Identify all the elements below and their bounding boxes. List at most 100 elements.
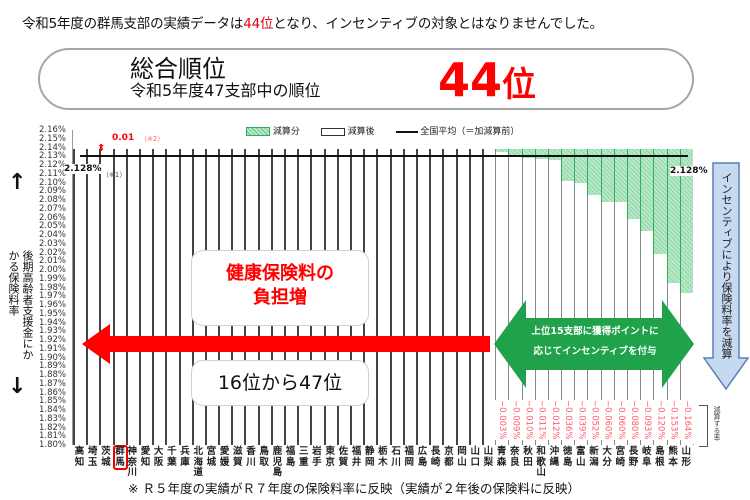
x-label: 大阪 [153,446,164,468]
burden-arrow-head-icon [82,324,110,364]
x-label: 京都 [444,446,454,468]
rate-bar [402,149,416,445]
x-label: 富山 [576,446,586,468]
x-label: 岩手 [312,446,322,468]
headline: 令和5年度の群馬支部の実績データは44位となり、インセンティブの対象とはなりませ… [22,12,603,32]
y-tick-label: 2.16% [38,125,66,135]
x-label: 静岡 [364,446,375,468]
y-tick-label: 1.80% [38,440,66,450]
rate-bar [415,149,430,445]
rate-bar [112,149,126,445]
x-label: 香川 [246,446,256,468]
up-arrow-icon: ↑ [8,170,27,195]
x-label: 高知 [74,446,85,468]
y-tick-label: 2.03% [38,238,66,249]
x-label: 山形 [681,446,692,468]
legend-reduction: 減算分 [246,127,300,137]
x-label: 長崎 [430,446,441,468]
y-tick-label: 1.90% [38,352,66,363]
y-tick-label: 1.98% [38,282,66,293]
y-axis-line [72,130,73,445]
x-label: 鳥取 [259,446,269,468]
rate-bar [125,149,139,445]
y-tick-label: 1.88% [38,370,66,380]
rate-bar [468,149,482,445]
headline-suffix: となり、インセンティブの対象とはなりませんでした。 [273,16,603,32]
x-label: 福岡 [404,446,415,468]
x-label: 岐阜 [641,446,652,468]
chart-plot-area [73,130,693,445]
rank-subtitle: 令和5年度47支部中の順位 [130,81,321,100]
rank-title: 総合順位 [130,55,226,83]
rank-value: 44位 [438,54,536,111]
x-label: 兵庫 [180,446,190,468]
y-tick-label: 1.86% [38,387,66,398]
y-tick-label: 2.01% [38,256,66,267]
rate-bar [178,149,192,445]
rate-bar [561,180,575,445]
y-tick-label: 1.93% [38,326,66,337]
x-label: 島根 [655,446,665,468]
x-label: 福井 [351,446,362,468]
reduction-value-label: −0.039% [574,400,588,440]
rate-bar [455,149,469,445]
x-label: 神奈川 [127,446,138,478]
x-label: 和歌山 [536,446,546,478]
headline-rank: 44位 [243,16,274,32]
hatch-swatch-icon [246,127,270,136]
x-label: 山梨 [483,446,494,468]
x-label: 石川 [391,446,401,468]
y-tick-label: 1.97% [38,291,66,302]
x-label: 千葉 [167,446,177,468]
rate-bar [429,149,443,445]
x-label: 沖縄 [549,446,560,468]
y-tick-label: 1.81% [38,431,66,442]
rate-bar [376,149,390,445]
y-tick-label: 1.89% [38,361,66,372]
x-label: 滋賀 [233,446,243,468]
footnote: ※ Ｒ５年度の実績がＲ７年度の保険料率に反映（実績が２年後の保険料に反映） [128,481,580,496]
x-label: 北海道 [193,446,203,478]
x-label-highlight: 群馬 [112,445,128,470]
y-tick-label: 1.84% [38,405,66,415]
x-label: 奈良 [510,446,520,468]
y-tick-label: 2.15% [38,133,66,144]
reduction-value-label: −0.060% [600,400,614,440]
rate-bar [547,159,562,445]
incentive-text: 上位15支部に獲得ポイントに 応じてインセンティブを付与 [520,322,670,362]
x-label: 山口 [470,446,480,468]
rate-bar [152,149,166,445]
burden-arrow-body [108,336,490,352]
white-swatch-icon [320,127,345,136]
rate-bar [534,158,548,445]
y-tick-label: 1.92% [38,335,66,345]
y-tick-label: 2.13% [38,151,66,162]
burden-line2: 負担増 [253,287,307,308]
y-tick-label: 1.85% [38,396,66,407]
x-label: 秋田 [523,446,533,468]
x-label: 栃木 [378,446,388,468]
incentive-line2: 応じてインセンティブを付与 [533,346,657,357]
reduction-bracket [699,405,708,447]
rank-unit: 位 [502,65,537,105]
rate-bar [481,149,496,445]
rate-bar [574,183,588,445]
line-swatch-icon [395,130,418,133]
reduction-value-label: −0.003% [495,400,509,440]
note2-label: （※2） [140,135,165,143]
y-tick-label: 2.06% [38,212,66,223]
reduction-value-label: −0.080% [627,400,641,440]
rank-number: 44 [438,53,503,107]
y-tick-label: 1.94% [38,317,66,328]
y-axis-title: 後期高齢者支援金にかかる保険料率 [7,250,34,360]
headline-prefix: 令和5年度の群馬支部の実績データは [22,16,244,32]
y-tick-label: 2.00% [38,265,66,275]
x-label: 埼玉 [87,446,98,468]
y-tick-label: 1.91% [38,343,66,354]
x-label: 愛知 [140,446,151,468]
chart-legend: 減算分 減算後 全国平均（＝加減算前） [242,124,542,137]
burden-line1: 健康保険料の [226,263,334,284]
reduction-value-label: −0.153% [666,400,680,440]
range-text: 16位から47位 [217,372,343,394]
reduction-value-label: −0.093% [640,400,654,440]
